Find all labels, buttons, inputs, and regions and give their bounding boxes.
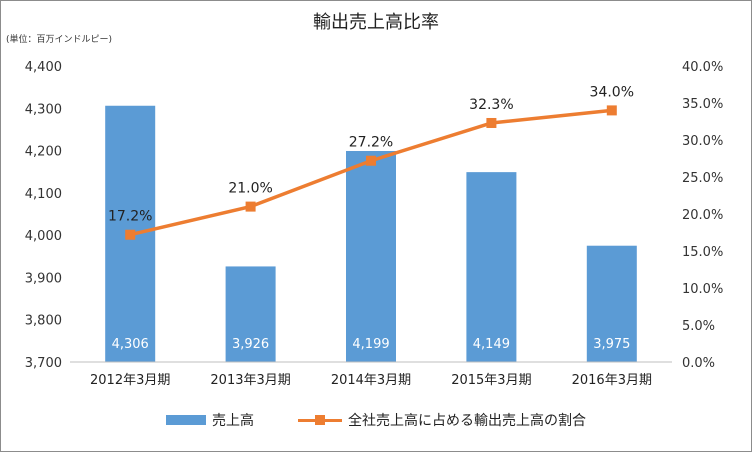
legend-line-swatch [298,415,342,425]
legend-item-line: 全社売上高に占める輸出売上高の割合 [298,410,586,430]
line-marker [245,201,256,212]
legend-bar-label: 売上高 [212,413,254,429]
left-tick-label: 4,300 [25,102,62,117]
line-series: 17.2% 21.0% 27.2% 32.3% 34.0% [108,84,634,240]
left-axis: 3,700 3,800 3,900 4,000 4,100 4,200 4,300 4,400 [25,60,62,371]
bar [466,172,517,362]
left-tick-label: 4,000 [25,229,62,244]
right-tick-label: 15.0% [682,245,723,260]
x-tick-label: 2016年3月期 [572,373,652,388]
legend-line-label: 全社売上高に占める輸出売上高の割合 [348,413,586,429]
line-marker [366,155,376,166]
right-tick-label: 0.0% [682,356,715,371]
bar-data-label: 4,149 [473,337,510,352]
x-tick-label: 2015年3月期 [451,373,531,388]
line-data-label: 21.0% [228,181,272,197]
line-data-label: 34.0% [590,84,634,100]
unit-label: (単位：百万インドルピー) [6,35,113,45]
bar-data-label: 4,199 [352,337,389,352]
right-axis: 0.0% 5.0% 10.0% 15.0% 20.0% 25.0% 30.0% 35.0% 40… [682,60,723,371]
x-axis: 2012年3月期 2013年3月期 2014年3月期 2015年3月期 2016年3月期 [70,361,672,388]
bar-data-label: 3,926 [232,337,269,352]
left-tick-label: 3,900 [25,271,62,286]
right-tick-label: 25.0% [682,171,723,186]
line-marker [125,229,136,240]
legend-bar-swatch [166,415,206,425]
legend: 売上高 全社売上高に占める輸出売上高の割合 [0,410,752,430]
right-tick-label: 40.0% [682,60,723,75]
line-marker [486,117,497,128]
right-tick-label: 10.0% [682,282,723,297]
bar-data-label: 4,306 [112,337,149,352]
right-tick-label: 20.0% [682,208,723,223]
bar [346,150,396,362]
bar [225,266,276,362]
line-marker [606,105,617,116]
left-tick-label: 4,400 [25,60,62,75]
line-data-label: 17.2% [108,209,152,225]
left-tick-label: 4,100 [25,187,62,202]
left-tick-label: 3,700 [25,356,62,371]
line-data-label: 27.2% [349,135,393,151]
right-tick-label: 5.0% [682,319,715,334]
line-data-label: 32.3% [469,97,513,113]
bar [586,245,637,362]
chart-title: 輸出売上高比率 [313,12,439,33]
x-tick-label: 2012年3月期 [90,373,170,388]
bar-series: 4,306 3,926 4,199 4,149 3,975 [105,105,637,363]
x-tick-label: 2013年3月期 [210,373,290,388]
left-tick-label: 3,800 [25,314,62,329]
legend-item-bar: 売上高 [166,410,254,430]
left-tick-label: 4,200 [25,145,62,160]
right-tick-label: 35.0% [682,97,723,112]
x-tick-label: 2014年3月期 [331,373,411,388]
right-tick-label: 30.0% [682,134,723,149]
bar-data-label: 3,975 [593,337,630,352]
